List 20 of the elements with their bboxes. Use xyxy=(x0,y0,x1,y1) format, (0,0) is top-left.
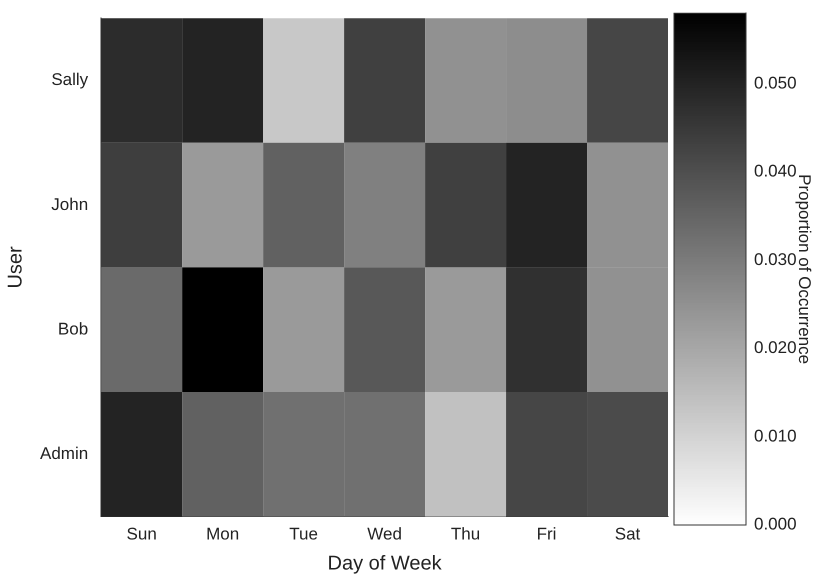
x-tick-label: Tue xyxy=(289,524,318,544)
y-tick-label: John xyxy=(51,194,88,214)
x-tick-label: Wed xyxy=(367,524,402,544)
x-tick-label: Sun xyxy=(126,524,157,544)
color-bar-label: 0.050 xyxy=(754,73,797,92)
x-tick-label: Mon xyxy=(206,524,240,544)
y-tick-label: Sally xyxy=(51,70,89,90)
x-tick-label: Sat xyxy=(614,524,641,544)
y-axis-title: User xyxy=(4,246,27,289)
x-tick-label: Fri xyxy=(536,524,556,544)
y-tick-label: Admin xyxy=(40,444,88,463)
x-tick-label: Thu xyxy=(450,524,480,544)
color-bar-label: 0.040 xyxy=(754,162,797,181)
color-bar-label: 0.030 xyxy=(754,250,797,269)
color-bar-label: 0.010 xyxy=(754,426,797,446)
color-bar-title: Proportion of Occurrence xyxy=(795,174,814,364)
color-bar-label: 0.020 xyxy=(754,338,797,358)
color-bar-label: 0.000 xyxy=(754,514,797,534)
x-axis-title: Day of Week xyxy=(328,552,443,575)
y-tick-label: Bob xyxy=(58,319,88,338)
